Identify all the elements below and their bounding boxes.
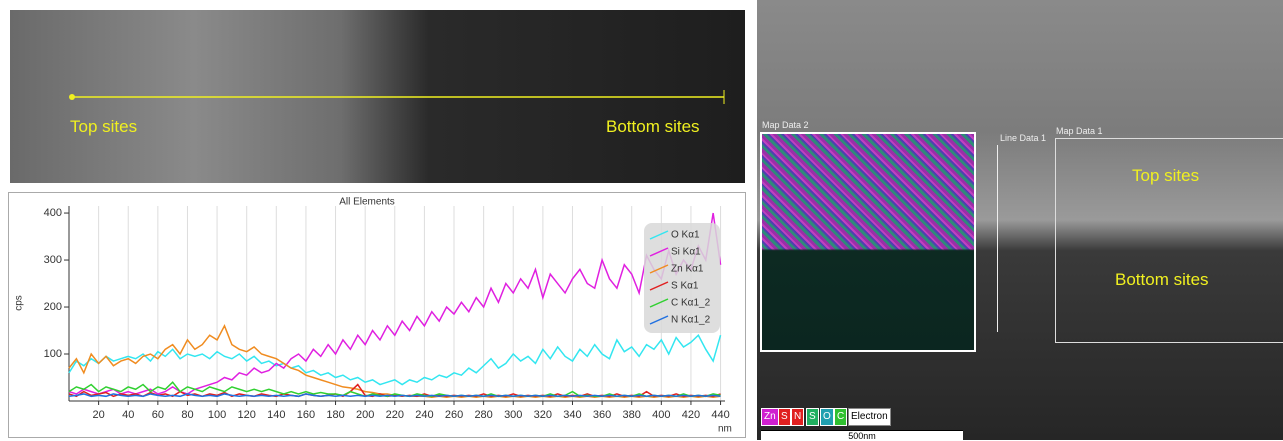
chip: Electron [848,408,891,426]
x-tick-label: 240 [415,409,433,421]
chip: S [806,408,819,426]
scale-bar: 500nm [761,430,963,441]
x-tick-label: 120 [238,409,256,421]
chip: S [778,408,791,426]
y-tick-label: 300 [44,254,62,266]
x-tick-label: 260 [445,409,463,421]
chart-title: All Elements [339,197,395,208]
map-inset [760,132,976,352]
x-tick-label: 200 [356,409,374,421]
legend-swatch [649,230,669,240]
x-tick-label: 80 [181,409,193,421]
label: Top sites [1132,166,1200,185]
x-tick-label: 320 [534,409,552,421]
y-axis-label: cps [14,295,25,311]
chip: Zn [761,408,779,426]
series-line [68,333,722,386]
x-tick-label: 140 [267,409,285,421]
x-tick-label: 160 [297,409,315,421]
map-box [1055,138,1283,343]
y-tick-label: 400 [44,207,62,219]
chip: C [834,408,848,426]
x-tick-label: 180 [326,409,344,421]
line-scan [997,145,998,332]
chip: O [820,408,834,426]
legend-label: Zn Kα1 [671,264,704,275]
x-tick-label: 440 [711,409,729,421]
scan-start [69,94,75,100]
x-tick-label: 280 [474,409,492,421]
label: Bottom sites [606,117,700,136]
legend-label: N Kα1_2 [671,315,711,326]
series-line [68,381,721,398]
label: Map Data 1 [1056,126,1103,136]
label: Bottom sites [1115,270,1209,289]
x-tick-label: 40 [122,409,134,421]
label: Top sites [70,117,138,136]
series-line [68,393,721,398]
legend-swatch [649,264,669,274]
x-tick-label: 300 [504,409,522,421]
x-tick-label: 360 [593,409,611,421]
legend-swatch [649,315,669,325]
legend-swatch [649,247,669,257]
legend-label: S Kα1 [671,281,699,292]
legend-label: O Kα1 [671,230,700,241]
y-tick-label: 200 [44,301,62,313]
scan-line [69,90,725,104]
legend-swatch [649,281,669,291]
label: Line Data 1 [1000,133,1047,143]
x-tick-label: 380 [623,409,641,421]
chart: All Elements cps nm 20 40 60 80 100 120 140 160… [8,192,746,438]
legend-swatch [649,298,669,308]
y-tick-label: 100 [44,348,62,360]
x-tick-label: 60 [152,409,164,421]
x-tick-label: 400 [652,409,670,421]
x-tick-label: 420 [682,409,700,421]
chip: N [791,408,805,426]
legend-label: Si Kα1 [671,247,701,258]
x-tick-label: 100 [208,409,226,421]
x-tick-label: 220 [386,409,404,421]
label: Map Data 2 [762,120,809,130]
legend-label: C Kα1_2 [671,298,711,309]
x-tick-label: 20 [92,409,104,421]
series-line [68,212,722,395]
x-tick-label: 340 [563,409,581,421]
x-axis-label: nm [718,424,732,435]
